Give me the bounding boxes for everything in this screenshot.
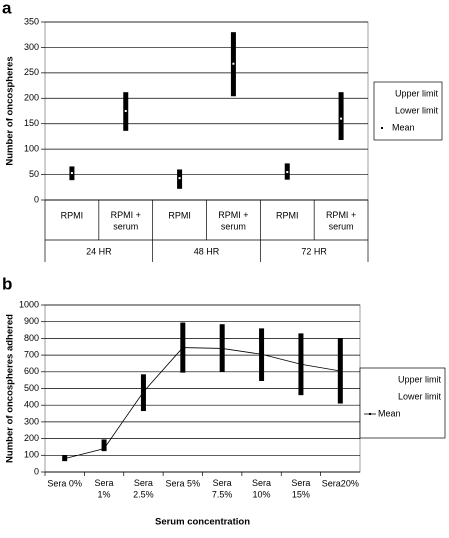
x-tick-label: Sera20%	[322, 478, 359, 488]
legend-label: Mean	[378, 408, 401, 418]
y-tick-label: 0	[34, 194, 39, 204]
mean-marker	[70, 172, 73, 175]
y-tick-label: 800	[24, 333, 39, 343]
y-tick-label: 900	[24, 316, 39, 326]
y-tick-label: 500	[24, 383, 39, 393]
mean-marker	[178, 177, 181, 180]
legend-label: Upper limit	[398, 374, 442, 384]
y-axis-title: Number of oncospheres adhered	[5, 314, 16, 463]
hilo-bar	[219, 324, 225, 372]
y-tick-label: 600	[24, 366, 39, 376]
panel-label: a	[2, 0, 12, 17]
y-tick-label: 150	[24, 118, 39, 128]
x-tick-label: RPMI + serum	[218, 210, 248, 231]
y-tick-label: 1000	[19, 299, 39, 309]
x-tick-label: Sera 7.5%	[212, 478, 233, 499]
y-tick-label: 200	[24, 93, 39, 103]
hilo-bar	[177, 169, 183, 189]
y-axis-title: Number of oncospheres	[5, 56, 16, 165]
legend-label: Lower limit	[395, 105, 439, 115]
y-tick-label: 350	[24, 16, 39, 26]
x-tick-label: RPMI + serum	[111, 210, 141, 231]
legend-box	[373, 81, 443, 141]
legend-label: Lower limit	[398, 391, 442, 401]
y-tick-label: 700	[24, 349, 39, 359]
mean-marker	[286, 171, 289, 174]
y-tick-label: 100	[24, 450, 39, 460]
legend-box	[359, 367, 446, 439]
y-tick-label: 250	[24, 67, 39, 77]
group-label: 24 HR	[86, 246, 112, 256]
y-tick-label: 300	[24, 42, 39, 52]
x-tick-label: Sera 15%	[291, 478, 310, 499]
y-tick-label: 200	[24, 433, 39, 443]
x-tick-label: Sera 10%	[252, 478, 271, 499]
y-tick-label: 400	[24, 400, 39, 410]
y-tick-label: 50	[29, 169, 39, 179]
y-tick-label: 300	[24, 416, 39, 426]
hilo-bar	[62, 455, 68, 462]
legend-swatch	[369, 413, 371, 415]
x-axis-title: Serum concentration	[155, 517, 250, 528]
legend-label: Mean	[392, 122, 415, 132]
hilo-bar	[101, 439, 107, 452]
mean-line	[64, 347, 341, 460]
mean-marker	[124, 110, 127, 112]
plot-area	[44, 21, 369, 201]
group-label: 72 HR	[301, 246, 327, 256]
x-tick-label: RPMI + serum	[326, 210, 356, 231]
y-tick-label: 0	[34, 466, 39, 476]
hilo-bar	[140, 374, 146, 412]
panel-label: b	[2, 274, 12, 293]
x-tick-label: Sera 2.5%	[133, 478, 154, 499]
x-tick-label: Sera 5%	[166, 478, 201, 488]
legend-swatch	[381, 127, 383, 129]
x-tick-label: RPMI	[276, 210, 299, 220]
x-tick-label: RPMI	[168, 210, 191, 220]
mean-marker	[232, 62, 235, 65]
legend-label: Upper limit	[395, 88, 439, 98]
group-label: 48 HR	[194, 246, 220, 256]
x-tick-label: Sera 1%	[95, 478, 114, 499]
x-tick-label: RPMI	[61, 210, 84, 220]
y-tick-label: 100	[24, 144, 39, 154]
hilo-bar	[259, 328, 265, 381]
x-tick-label: Sera 0%	[47, 478, 82, 488]
hilo-bar	[338, 92, 344, 140]
mean-marker	[340, 117, 343, 120]
